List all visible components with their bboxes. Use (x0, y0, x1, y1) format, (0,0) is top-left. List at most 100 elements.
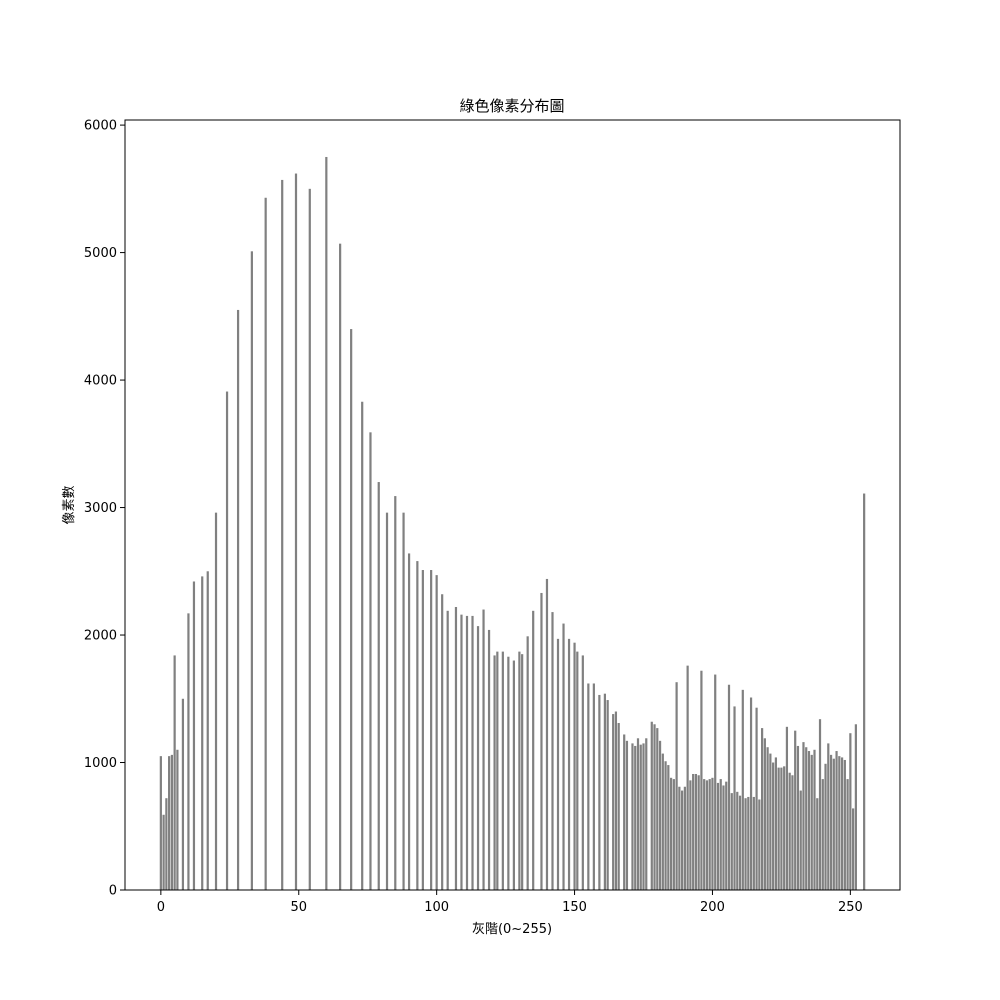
bar-107 (454, 606, 458, 890)
bar-191 (686, 665, 689, 890)
bar-222 (772, 762, 775, 890)
bar-197 (703, 779, 706, 890)
bar-109 (460, 614, 463, 890)
bar-138 (540, 592, 543, 890)
y-axis-label: 像素數 (62, 485, 77, 524)
bar-240 (821, 779, 824, 890)
bar-162 (606, 700, 609, 890)
bar-33 (250, 251, 253, 890)
bar-10 (187, 613, 190, 890)
bar-117 (482, 609, 485, 890)
bar-5 (173, 655, 176, 890)
bar-237 (813, 749, 816, 890)
bar-243 (829, 754, 833, 890)
bar-200 (711, 777, 714, 890)
bar-204 (722, 785, 725, 890)
bar-38 (264, 197, 267, 890)
bar-185 (669, 777, 673, 890)
bar-121 (493, 655, 496, 890)
y-tick-label: 5000 (84, 246, 117, 261)
bar-230 (794, 730, 797, 890)
bar-153 (581, 655, 584, 890)
bar-195 (697, 775, 700, 890)
bar-199 (708, 779, 711, 890)
bar-192 (689, 780, 692, 890)
bar-4 (170, 754, 173, 890)
bar-223 (774, 757, 777, 890)
bar-79 (377, 482, 380, 890)
bar-122 (496, 651, 499, 890)
bar-115 (476, 626, 480, 890)
bar-100 (435, 575, 438, 890)
bar-233 (802, 742, 805, 890)
bar-186 (672, 779, 675, 890)
bar-217 (758, 799, 761, 890)
bar-242 (827, 743, 830, 890)
bar-93 (416, 561, 419, 890)
bar-1 (162, 814, 165, 890)
bar-184 (667, 765, 670, 890)
bar-215 (752, 796, 755, 890)
bar-3 (168, 756, 171, 890)
bar-216 (755, 707, 758, 890)
bar-140 (545, 578, 549, 890)
y-tick-label: 6000 (84, 119, 117, 134)
bar-155 (587, 683, 590, 890)
bar-148 (567, 638, 571, 890)
bar-73 (361, 401, 364, 890)
bar-131 (521, 654, 524, 890)
y-tick-label: 4000 (84, 374, 117, 389)
bar-44 (281, 179, 284, 891)
x-tick-label: 50 (290, 900, 307, 915)
bar-246 (838, 756, 841, 890)
bar-171 (631, 743, 634, 890)
bar-95 (421, 570, 424, 890)
bar-76 (369, 432, 372, 890)
bar-151 (576, 651, 579, 890)
bar-0 (159, 756, 162, 890)
y-tick-label: 3000 (84, 501, 117, 516)
bar-111 (465, 615, 469, 890)
bar-174 (639, 744, 642, 890)
bar-206 (727, 684, 731, 890)
bar-239 (818, 719, 822, 890)
bar-229 (791, 775, 794, 890)
bar-54 (308, 188, 311, 891)
bar-255 (863, 493, 866, 890)
bar-194 (694, 773, 698, 890)
bar-144 (556, 638, 560, 890)
bar-104 (446, 610, 449, 890)
bar-227 (785, 726, 789, 890)
bar-252 (854, 724, 857, 890)
bar-88 (402, 512, 405, 890)
bar-166 (617, 723, 620, 890)
bar-6 (176, 749, 179, 890)
bar-198 (705, 780, 709, 890)
bar-221 (769, 753, 772, 890)
bar-225 (780, 767, 783, 890)
bar-193 (692, 773, 695, 890)
bar-15 (201, 576, 204, 890)
bar-179 (653, 724, 656, 890)
bar-247 (840, 757, 844, 890)
bar-28 (236, 309, 240, 890)
bar-207 (730, 793, 733, 890)
bar-119 (487, 629, 491, 890)
bar-214 (749, 697, 753, 890)
bar-211 (741, 689, 744, 890)
bar-85 (394, 496, 397, 890)
bar-60 (325, 156, 328, 891)
bar-245 (835, 751, 838, 890)
bar-213 (747, 796, 750, 890)
bar-249 (846, 779, 849, 890)
bar-248 (843, 759, 846, 890)
chart-title: 綠色像素分布圖 (459, 97, 564, 115)
bars-group (159, 156, 866, 891)
x-tick-label: 200 (700, 900, 725, 915)
y-tick-label: 0 (109, 884, 117, 899)
bar-164 (612, 714, 615, 890)
bar-90 (407, 553, 411, 890)
bar-238 (816, 798, 819, 890)
bar-180 (656, 728, 659, 890)
